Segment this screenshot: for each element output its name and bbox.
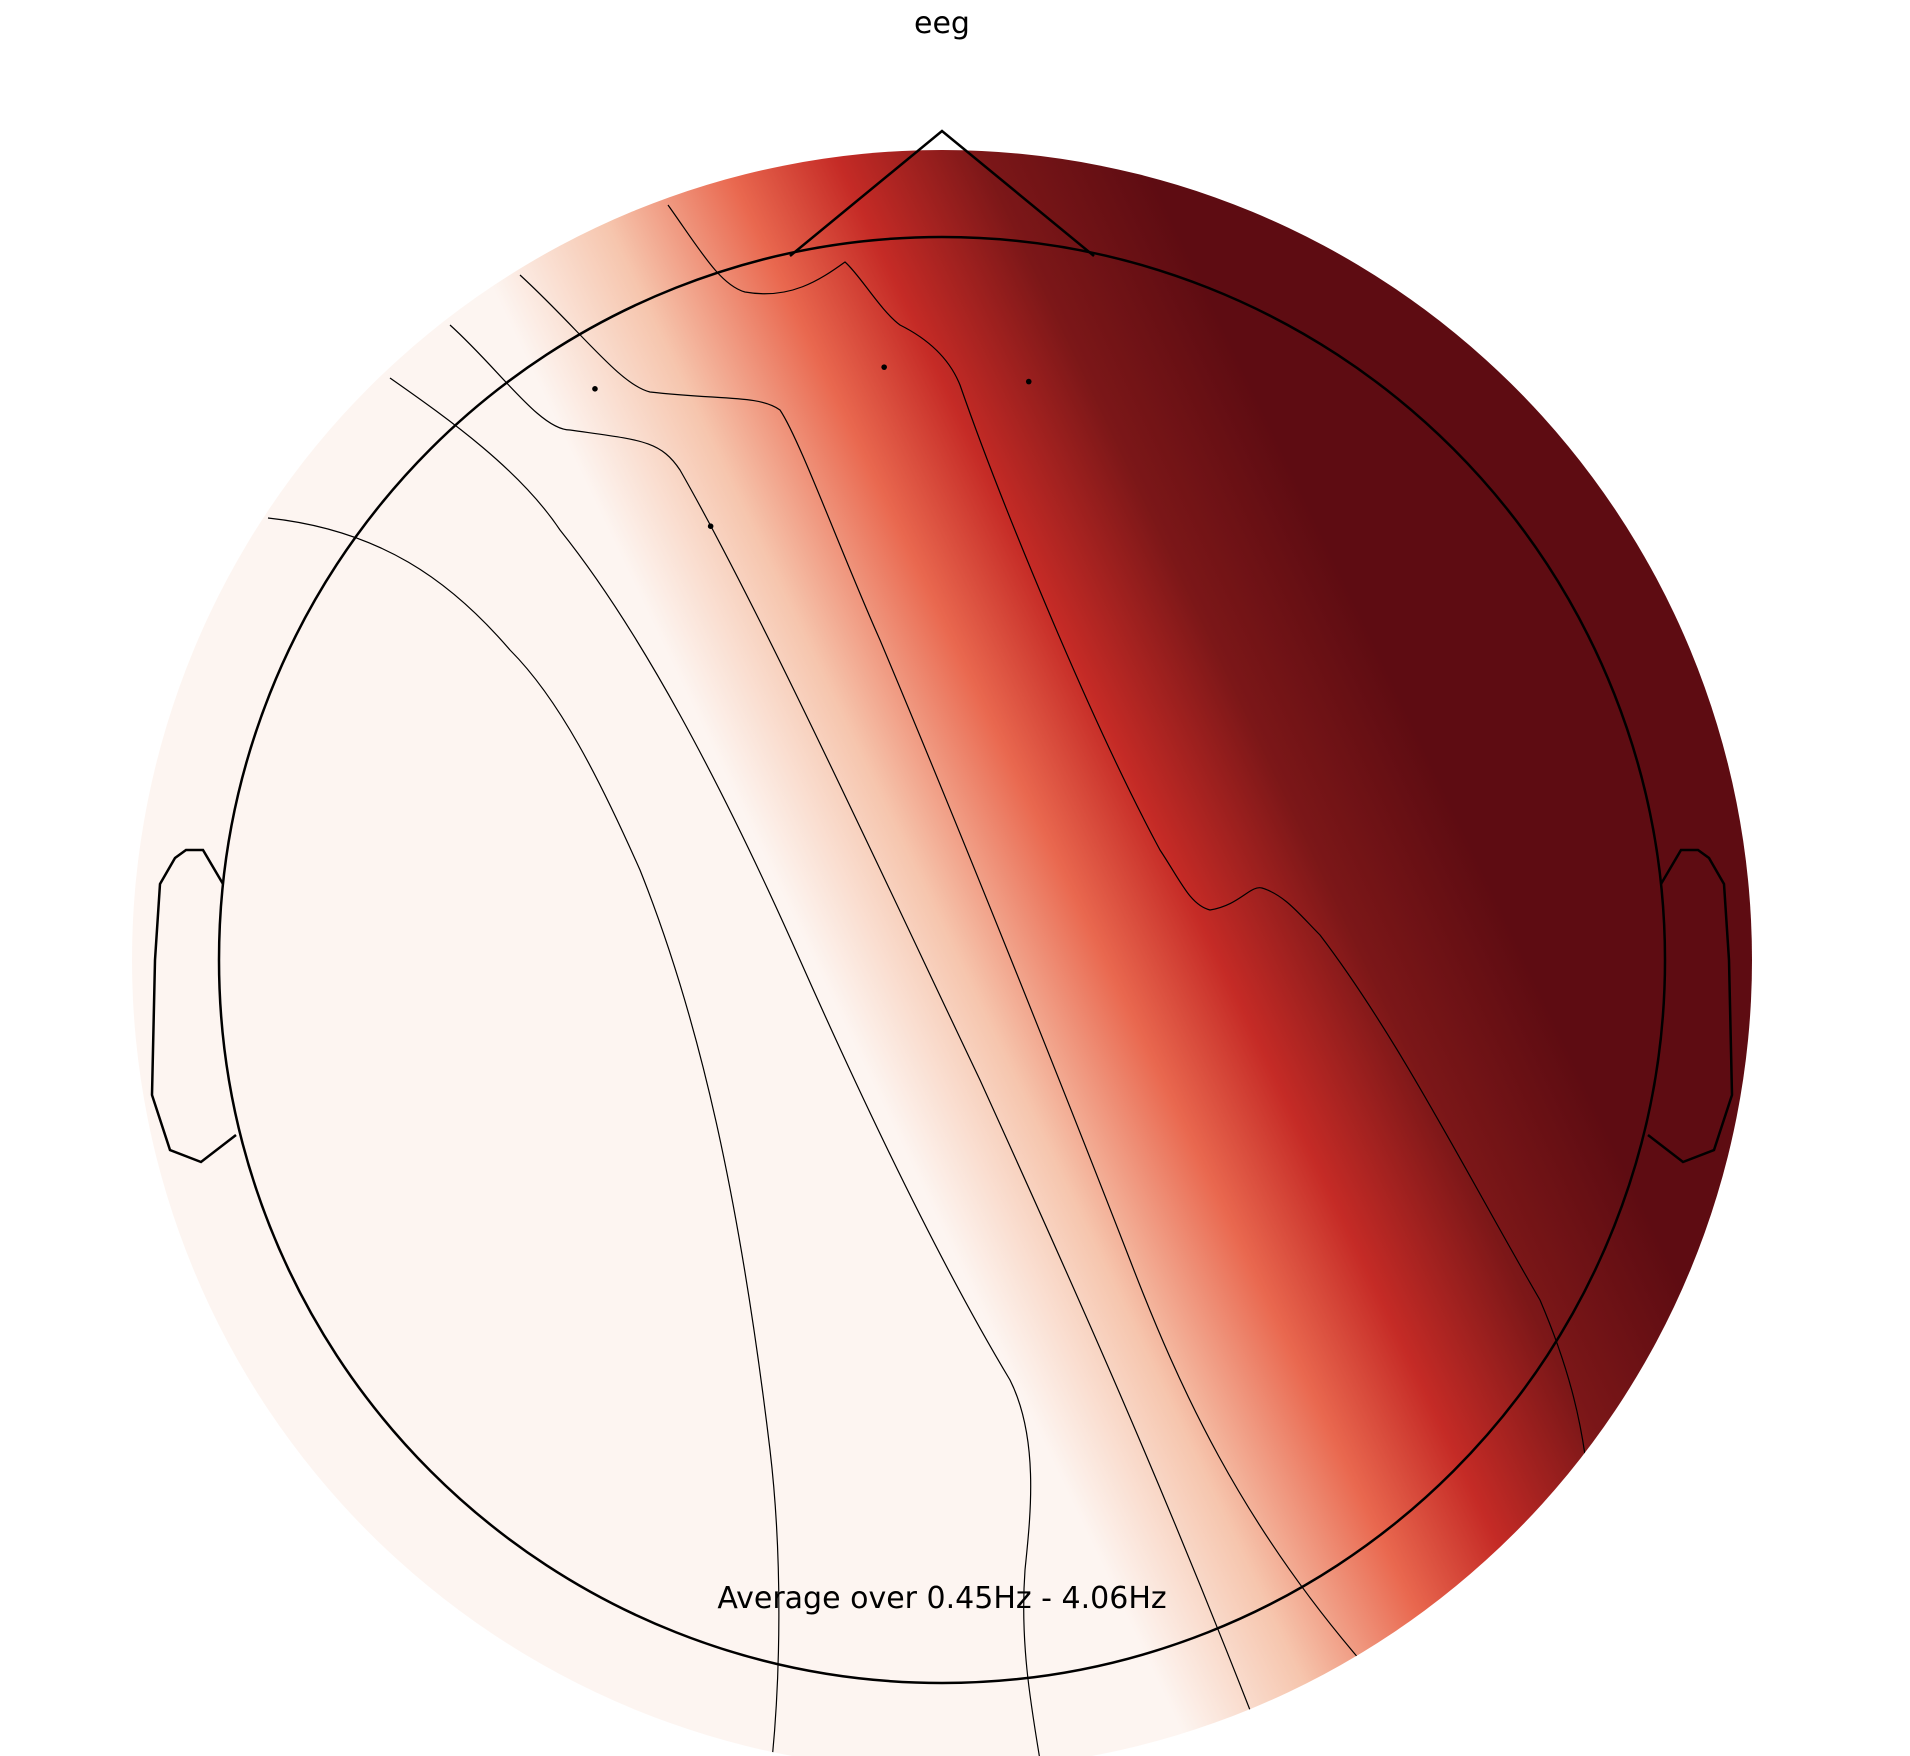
contour-line-2 <box>389 377 1041 1756</box>
sensor-marker-4 <box>707 523 714 529</box>
chart-title: eeg <box>914 6 970 41</box>
frequency-annotation: Average over 0.45Hz - 4.06Hz <box>717 1581 1166 1616</box>
heat-field <box>132 150 1752 1756</box>
head-circle <box>217 235 1667 1685</box>
sensor-marker-2 <box>881 364 887 370</box>
head-outline <box>150 129 1734 1685</box>
sensor-marker-3 <box>1025 378 1032 385</box>
contour-line-5 <box>667 204 1586 1456</box>
sensor-marker-1 <box>592 386 598 392</box>
left-ear-outline <box>150 848 237 1164</box>
nose-outline <box>789 129 1095 257</box>
contour-lines <box>267 204 1586 1756</box>
right-ear-outline <box>1647 848 1734 1164</box>
contour-line-3 <box>449 324 1251 1711</box>
contour-line-4 <box>519 274 1361 1661</box>
sensor-markers <box>592 364 1032 529</box>
contour-line-1 <box>267 517 780 1756</box>
topomap-field <box>132 150 1752 1756</box>
